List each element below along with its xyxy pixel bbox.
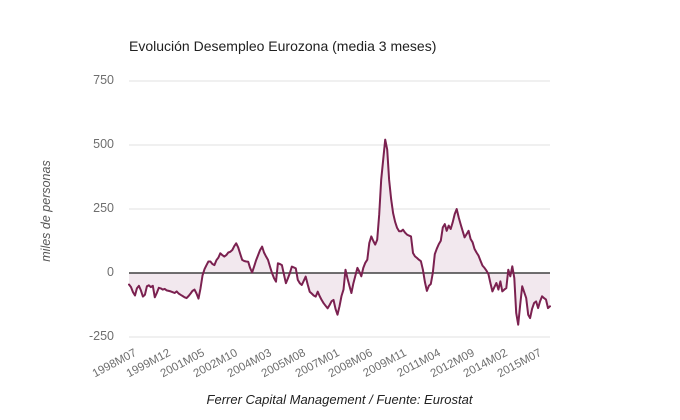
area-fill bbox=[129, 139, 550, 325]
chart-title: Evolución Desempleo Eurozona (media 3 me… bbox=[129, 38, 437, 54]
data-line bbox=[128, 138, 551, 326]
y-axis-title: miles de personas bbox=[39, 160, 53, 262]
y-tick-label: 750 bbox=[93, 73, 114, 87]
y-tick-label: -250 bbox=[88, 329, 114, 343]
chart-caption: Ferrer Capital Management / Fuente: Euro… bbox=[206, 392, 473, 407]
y-tick-label: 250 bbox=[93, 201, 114, 215]
y-tick-label: 500 bbox=[93, 137, 114, 151]
y-tick-label: 0 bbox=[107, 265, 114, 279]
